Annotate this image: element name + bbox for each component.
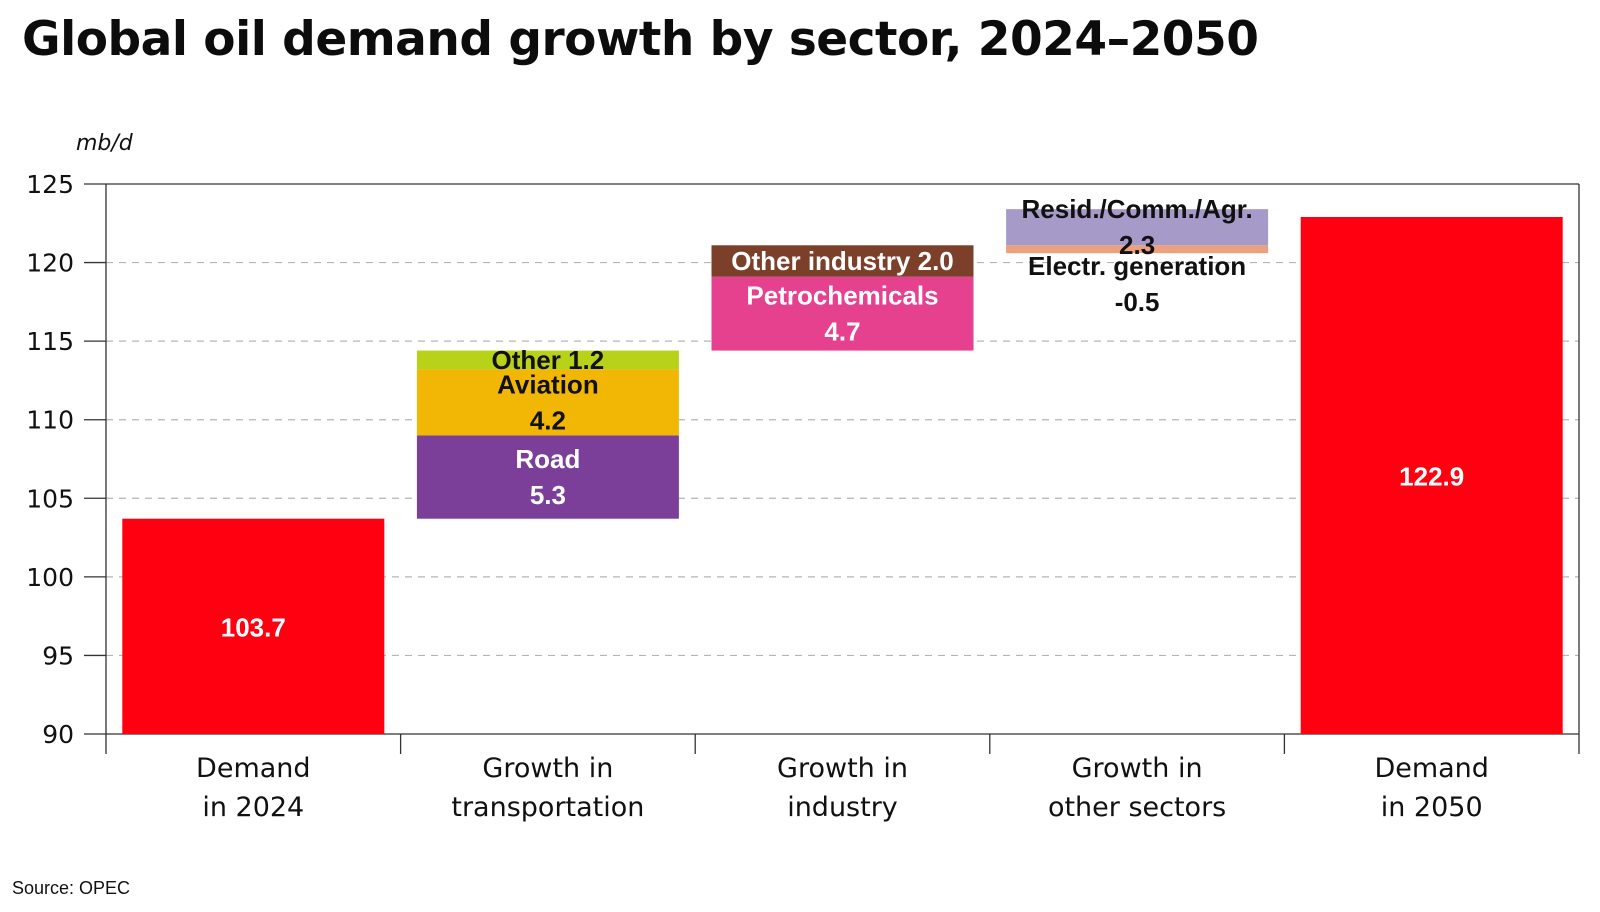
segment-label: 4.2	[530, 405, 566, 435]
data-labels: 103.7 122.9 Road 5.3 Aviation 4.2 Other 1.2 Pet…	[221, 194, 1464, 642]
y-tick-label: 90	[42, 720, 74, 749]
bars	[122, 209, 1563, 734]
segment-label: 5.3	[530, 480, 566, 510]
segment-bar	[711, 245, 974, 277]
y-tick-label: 100	[26, 563, 74, 592]
segment-label: Petrochemicals	[746, 281, 938, 311]
segment-label: 4.7	[824, 317, 860, 347]
segment-bar	[416, 369, 679, 436]
segment-label: -0.5	[1115, 287, 1160, 317]
segment-label: Other 1.2	[492, 345, 605, 375]
total-bar	[1300, 217, 1563, 734]
segment-label: Aviation	[497, 369, 599, 399]
x-category-label: Growth in	[1072, 753, 1203, 784]
source-note: Source: OPEC	[12, 878, 131, 898]
x-category-label: in 2050	[1381, 792, 1483, 823]
x-category-label: Demand	[196, 753, 311, 784]
segment-label: Resid./Comm./Agr.	[1022, 194, 1253, 224]
segment-label: Other industry 2.0	[731, 246, 954, 276]
x-category-label: other sectors	[1048, 792, 1226, 823]
segment-bar	[1006, 209, 1269, 246]
segment-bar	[416, 350, 679, 370]
segment-label: Road	[515, 444, 580, 474]
y-tick-label: 115	[26, 327, 74, 356]
x-category-label: Growth in	[777, 753, 908, 784]
y-tick-label: 120	[26, 249, 74, 278]
total-bar-label: 103.7	[221, 612, 286, 642]
x-category-label: transportation	[451, 792, 644, 823]
segment-bar	[416, 435, 679, 519]
total-bar-label: 122.9	[1399, 462, 1464, 492]
segment-bar	[1006, 245, 1269, 254]
y-tick-label: 105	[26, 484, 74, 513]
y-tick-label: 125	[26, 170, 74, 199]
y-axis-unit-label: mb/d	[76, 131, 134, 156]
segment-label: 2.3	[1119, 230, 1155, 260]
y-tick-label: 110	[26, 406, 74, 435]
x-category-label: Growth in	[482, 753, 613, 784]
chart-title: Global oil demand growth by sector, 2024…	[22, 12, 1259, 67]
total-bar	[122, 518, 385, 734]
x-category-label: industry	[787, 792, 898, 823]
x-category-label: Demand	[1374, 753, 1489, 784]
y-tick-label: 95	[42, 641, 74, 670]
segment-label: Electr. generation	[1028, 251, 1246, 281]
segment-bar	[711, 276, 974, 351]
x-category-label: in 2024	[202, 792, 304, 823]
